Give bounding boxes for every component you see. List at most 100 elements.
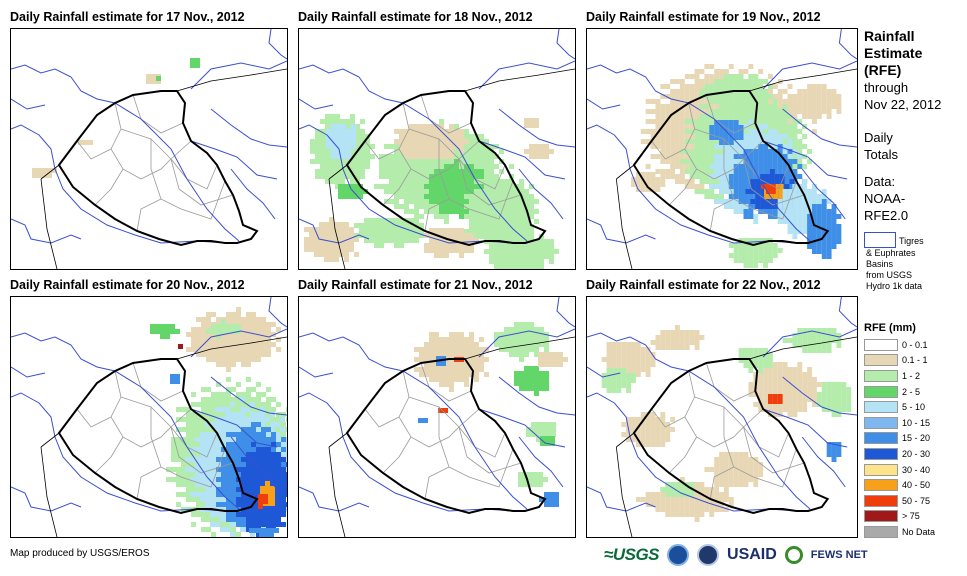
map-panel-18[interactable]: [298, 28, 576, 270]
rainfall-cell: [176, 502, 181, 507]
rainfall-cell: [251, 427, 256, 432]
rainfall-cell: [474, 169, 479, 174]
rainfall-cell: [728, 64, 734, 69]
rainfall-cell: [763, 124, 768, 129]
rainfall-cell: [733, 99, 739, 104]
rainfall-cell: [479, 214, 484, 219]
rainfall-cell: [704, 119, 710, 124]
map-panel-17[interactable]: [10, 28, 288, 270]
rainfall-cell: [210, 447, 215, 452]
rainfall-cell: [670, 134, 676, 139]
rainfall-cell: [719, 179, 724, 184]
rainfall-cell: [758, 109, 764, 114]
rainfall-cell: [704, 124, 710, 129]
rainfall-cell: [774, 199, 780, 204]
rainfall-cell: [743, 243, 749, 248]
rainfall-cell: [434, 367, 439, 372]
rainfall-cell: [821, 209, 827, 214]
rainfall-cell: [341, 129, 346, 134]
river-basin-line: [11, 98, 46, 110]
rainfall-cell: [444, 194, 449, 199]
rainfall-cell: [256, 522, 261, 527]
rainfall-cell: [509, 189, 514, 194]
rainfall-cell: [434, 209, 439, 214]
rainfall-cell: [679, 94, 685, 99]
rainfall-cell: [429, 184, 434, 189]
rainfall-cell: [753, 129, 759, 134]
rainfall-cell: [539, 259, 544, 264]
rainfall-cell: [509, 179, 514, 184]
rainfall-cell: [772, 119, 778, 124]
rainfall-cell: [276, 347, 281, 352]
rainfall-cell: [226, 329, 231, 334]
rainfall-cell: [201, 337, 206, 342]
rainfall-cell: [409, 129, 414, 134]
rainfall-cell: [748, 129, 754, 134]
admin-boundary: [170, 158, 234, 206]
rainfall-cell: [738, 184, 744, 189]
rainfall-cell: [748, 104, 754, 109]
rainfall-cell: [320, 139, 325, 144]
rainfall-cell: [709, 99, 715, 104]
rainfall-cell: [684, 114, 690, 119]
rainfall-cell: [772, 253, 778, 258]
rainfall-cell: [469, 219, 474, 224]
rainfall-cell: [464, 342, 469, 347]
rainfall-cell: [186, 432, 191, 437]
rainfall-cell: [524, 229, 529, 234]
rainfall-cell: [351, 129, 356, 134]
rainfall-cell: [694, 84, 700, 89]
rainfall-cell: [221, 402, 226, 407]
rainfall-cell: [281, 482, 286, 487]
rainfall-cell: [320, 174, 325, 179]
rainfall-cell: [539, 239, 544, 244]
rainfall-cell: [539, 249, 544, 254]
rainfall-cell: [782, 179, 788, 184]
rainfall-cell: [464, 372, 469, 377]
rainfall-cell: [484, 164, 489, 169]
rainfall-cell: [211, 332, 216, 337]
map-panel-20[interactable]: [10, 296, 288, 538]
rainfall-cell: [186, 347, 191, 352]
rainfall-cell: [792, 229, 798, 234]
rainfall-cell: [689, 104, 695, 109]
rainfall-cell: [807, 149, 812, 154]
rainfall-cell: [704, 79, 710, 84]
rainfall-cell: [196, 452, 201, 457]
rainfall-cell: [281, 512, 286, 517]
rainfall-cell: [346, 134, 351, 139]
rainfall-cell: [271, 442, 276, 447]
rainfall-cell: [665, 129, 671, 134]
rainfall-cell: [324, 247, 329, 252]
rainfall-cell: [484, 169, 489, 174]
rainfall-cell: [340, 179, 345, 184]
rainfall-cell: [349, 232, 354, 237]
rainfall-cell: [743, 79, 749, 84]
rainfall-cell: [374, 243, 379, 248]
rainfall-cell: [826, 239, 832, 244]
rainfall-cell: [241, 482, 246, 487]
rainfall-cell: [723, 164, 729, 169]
rainfall-cell: [655, 139, 661, 144]
rainfall-cell: [675, 144, 680, 149]
rainfall-cell: [276, 427, 281, 432]
rainfall-cell: [767, 94, 773, 99]
rainfall-cell: [733, 125, 739, 130]
rainfall-cell: [166, 477, 171, 482]
rainfall-cell: [256, 472, 261, 477]
rainfall-cell: [320, 169, 325, 174]
rainfall-cell: [529, 254, 534, 259]
rainfall-cell: [660, 134, 666, 139]
rainfall-cell: [738, 94, 744, 99]
rainfall-cell: [251, 507, 256, 512]
rainfall-cell: [459, 179, 464, 184]
map-panel-21[interactable]: [298, 296, 576, 538]
rainfall-cell: [241, 467, 246, 472]
rainfall-cell: [230, 427, 235, 432]
rainfall-cell: [346, 144, 351, 149]
rainfall-cell: [675, 134, 680, 139]
map-panel-19[interactable]: [586, 28, 858, 270]
rainfall-cell: [748, 99, 754, 104]
rainfall-cell: [758, 169, 764, 174]
rainfall-cell: [399, 243, 404, 248]
